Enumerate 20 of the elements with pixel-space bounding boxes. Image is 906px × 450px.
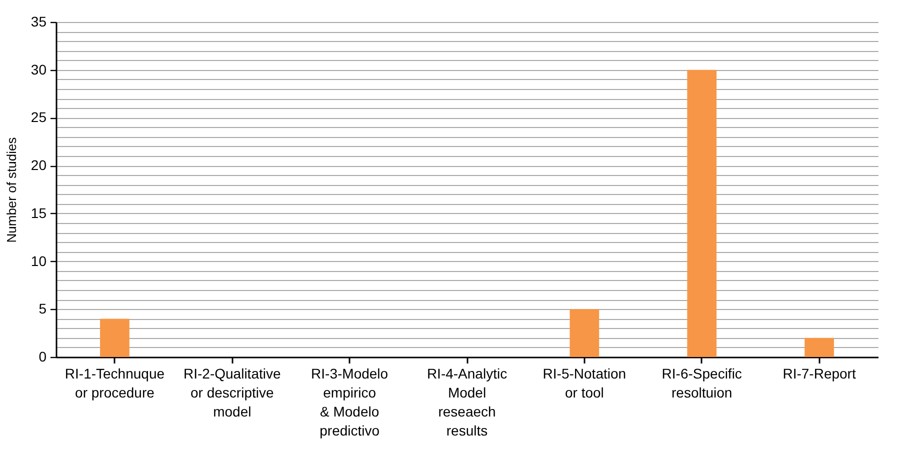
x-tick-label: RI-2-Qualitative or descriptive model [184, 366, 281, 420]
bar [570, 309, 600, 357]
y-tick-label: 0 [38, 348, 47, 364]
y-tick-label: 25 [30, 109, 47, 126]
x-tick-label: RI-6-Specific resoltuion [662, 366, 742, 400]
y-axis-title: Number of studies [4, 136, 19, 243]
bar [100, 318, 130, 357]
bar [804, 338, 834, 357]
x-tick-label: RI-1-Technuque or procedure [64, 366, 165, 400]
y-tick-label: 15 [30, 204, 47, 221]
y-tick-label: 20 [30, 157, 47, 174]
x-tick-label: RI-3-Modelo empirico & Modelo predictivo [311, 366, 388, 438]
y-tick-label: 5 [38, 300, 47, 317]
bar [687, 70, 717, 357]
x-tick-label: RI-4-Analytic Model reseaech results [426, 366, 508, 438]
x-tick-label: RI-5-Notation or tool [542, 366, 626, 400]
y-tick-label: 35 [30, 14, 47, 30]
y-tick-label: 10 [30, 252, 47, 269]
x-tick-label: RI-7-Report [782, 366, 856, 382]
y-tick-label: 30 [30, 61, 47, 78]
